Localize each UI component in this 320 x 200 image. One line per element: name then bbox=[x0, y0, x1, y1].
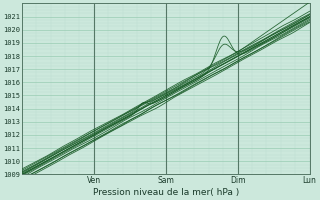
X-axis label: Pression niveau de la mer( hPa ): Pression niveau de la mer( hPa ) bbox=[92, 188, 239, 197]
